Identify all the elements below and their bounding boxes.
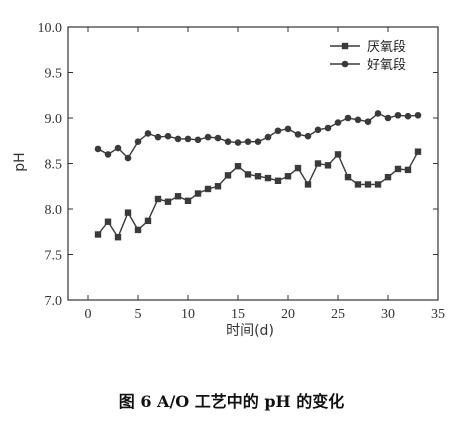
data-point xyxy=(234,139,242,146)
data-point xyxy=(414,111,422,119)
data-point xyxy=(294,164,302,172)
series-anaerobic xyxy=(94,148,422,241)
data-point xyxy=(194,136,202,144)
y-tick-label: 9.0 xyxy=(45,112,63,127)
x-tick-label: 20 xyxy=(281,307,295,322)
x-tick-label: 0 xyxy=(85,307,92,322)
figure-caption: 图 6 A/O 工艺中的 pH 的变化 xyxy=(118,392,345,411)
data-point xyxy=(104,218,112,225)
data-point xyxy=(394,111,402,119)
data-point xyxy=(334,151,342,158)
series-aerobic xyxy=(94,110,422,162)
data-point xyxy=(194,190,202,197)
data-point xyxy=(144,130,152,137)
data-point xyxy=(224,172,232,179)
data-point xyxy=(294,131,302,138)
y-tick-label: 9.5 xyxy=(45,67,63,82)
data-point xyxy=(124,209,132,216)
data-point xyxy=(164,198,172,205)
data-point xyxy=(354,181,362,188)
series-layer xyxy=(94,110,422,241)
x-tick-label: 35 xyxy=(431,307,445,322)
x-tick-label: 10 xyxy=(181,307,195,322)
data-point xyxy=(94,145,102,153)
axis-ticks: 0 5 10 15 20 25 30 35 7.0 7.5 8.0 8.5 9.0 9.5 10.0 xyxy=(38,21,446,322)
y-tick-label: 10.0 xyxy=(38,21,63,36)
data-point xyxy=(344,114,352,122)
legend-marker xyxy=(341,42,349,50)
data-point xyxy=(114,144,122,152)
data-point xyxy=(364,181,372,188)
data-point xyxy=(254,138,262,145)
data-point xyxy=(224,138,232,145)
legend-label: 厌氧段 xyxy=(367,40,406,55)
x-tick-label: 15 xyxy=(231,307,245,322)
data-point xyxy=(264,174,272,182)
x-tick-label: 25 xyxy=(331,307,345,322)
data-point xyxy=(314,160,322,167)
x-tick-label: 30 xyxy=(381,307,395,322)
data-point xyxy=(384,114,392,122)
data-point xyxy=(274,177,282,184)
data-point xyxy=(154,133,162,141)
x-tick-label: 5 xyxy=(135,307,142,322)
data-point xyxy=(334,119,342,126)
data-point xyxy=(374,181,382,188)
data-point xyxy=(404,166,412,174)
data-point xyxy=(164,132,172,140)
data-point xyxy=(204,133,212,141)
data-point xyxy=(174,193,182,200)
data-point xyxy=(234,163,242,170)
data-point xyxy=(264,133,272,141)
data-point xyxy=(144,217,152,225)
data-point xyxy=(364,118,372,125)
data-point xyxy=(94,231,102,238)
legend-marker xyxy=(341,60,349,68)
data-point xyxy=(244,171,252,178)
y-tick-label: 8.0 xyxy=(45,203,63,218)
legend-label: 好氧段 xyxy=(367,58,406,73)
legend-item: 好氧段 xyxy=(330,58,406,73)
data-point xyxy=(304,132,312,140)
y-tick-label: 7.0 xyxy=(45,294,63,309)
data-point xyxy=(244,138,252,145)
data-point xyxy=(284,125,292,133)
data-point xyxy=(104,151,112,158)
y-axis-label: pH xyxy=(12,152,28,171)
data-point xyxy=(374,110,382,117)
data-point xyxy=(314,126,322,134)
data-point xyxy=(344,173,352,181)
data-point xyxy=(204,185,212,193)
data-point xyxy=(284,173,292,180)
data-point xyxy=(354,116,362,124)
data-point xyxy=(114,234,122,241)
data-point xyxy=(184,197,192,205)
series-line xyxy=(97,151,419,239)
data-point xyxy=(154,195,162,203)
data-point xyxy=(124,154,132,162)
data-point xyxy=(384,173,392,181)
data-point xyxy=(174,135,182,143)
data-point xyxy=(214,134,222,142)
data-point xyxy=(254,173,262,180)
data-point xyxy=(414,148,422,155)
chart: 0 5 10 15 20 25 30 35 7.0 7.5 8.0 8.5 9.0 9.5 10.0 厌氧段… xyxy=(12,21,446,339)
legend-item: 厌氧段 xyxy=(330,40,406,55)
data-point xyxy=(394,165,402,173)
data-point xyxy=(214,183,222,190)
x-axis-label: 时间(d) xyxy=(226,323,274,339)
data-point xyxy=(324,162,332,169)
data-point xyxy=(274,127,282,135)
data-point xyxy=(304,181,312,188)
data-point xyxy=(134,226,142,234)
data-point xyxy=(324,124,332,132)
y-tick-label: 7.5 xyxy=(45,249,63,264)
data-point xyxy=(134,138,142,145)
y-tick-label: 8.5 xyxy=(45,158,63,173)
data-point xyxy=(184,135,192,143)
data-point xyxy=(404,112,412,120)
